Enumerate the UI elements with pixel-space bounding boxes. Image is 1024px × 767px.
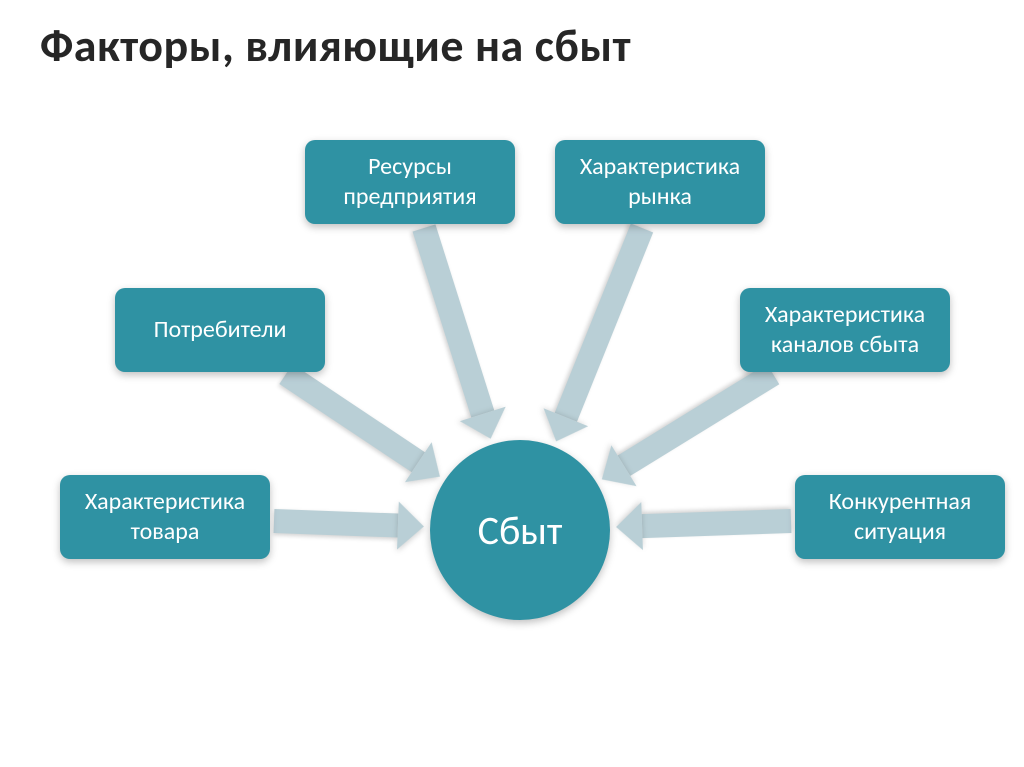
- factor-competition: Конкурентнаяситуация: [795, 475, 1005, 559]
- diagram-stage: Факторы, влияющие на сбыт Сбыт Характери…: [0, 0, 1024, 767]
- factor-label: Потребители: [154, 315, 287, 345]
- page-title: Факторы, влияющие на сбыт: [40, 18, 631, 74]
- factor-label: Характеристикаканалов сбыта: [765, 300, 925, 360]
- factor-label: Характеристикатовара: [85, 487, 245, 547]
- center-node: Сбыт: [430, 440, 610, 620]
- factor-product-char: Характеристикатовара: [60, 475, 270, 559]
- center-label: Сбыт: [478, 506, 563, 555]
- factor-label: Характеристикарынка: [580, 152, 740, 212]
- factor-resources: Ресурсыпредприятия: [305, 140, 515, 224]
- factor-label: Конкурентнаяситуация: [829, 487, 972, 547]
- factor-channels-char: Характеристикаканалов сбыта: [740, 288, 950, 372]
- factor-market-char: Характеристикарынка: [555, 140, 765, 224]
- factor-label: Ресурсыпредприятия: [343, 152, 476, 212]
- factor-consumers: Потребители: [115, 288, 325, 372]
